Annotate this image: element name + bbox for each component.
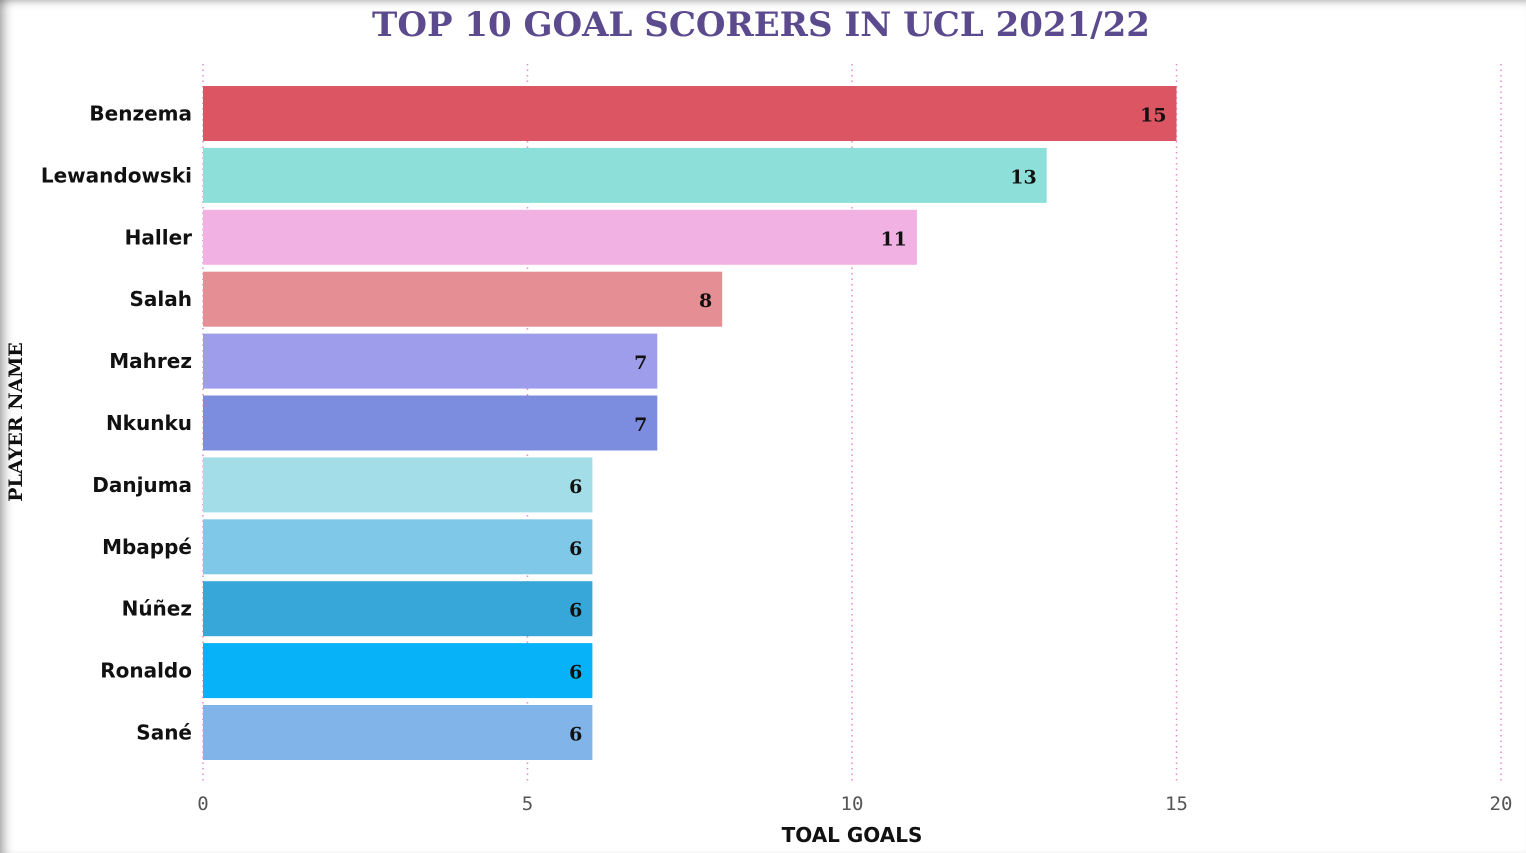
category-label: Lewandowski	[41, 163, 192, 187]
bar-lewandowski	[203, 147, 1047, 203]
category-label: Núñez	[122, 597, 192, 621]
value-labels: 15 13 11 8 7 7 6 6 6 6 6	[569, 105, 1166, 746]
bars-group	[203, 86, 1177, 760]
bar-mahrez	[203, 333, 658, 389]
value-label: 7	[634, 414, 647, 436]
value-label: 13	[1010, 166, 1036, 188]
bar-salah	[203, 271, 723, 327]
x-tick-label: 10	[841, 793, 864, 815]
x-tick-label: 15	[1165, 793, 1188, 815]
category-label: Haller	[125, 225, 193, 249]
category-label: Mahrez	[109, 349, 192, 373]
value-label: 15	[1140, 105, 1166, 127]
category-label: Danjuma	[92, 473, 192, 497]
value-label: 6	[569, 662, 582, 684]
value-label: 6	[569, 538, 582, 560]
bar-benzema	[203, 86, 1177, 141]
bar-mbappé	[203, 519, 593, 575]
category-label: Sané	[136, 721, 192, 745]
value-label: 6	[569, 724, 582, 746]
x-tick-label: 20	[1490, 793, 1513, 815]
bar-ronaldo	[203, 643, 593, 699]
y-axis-label: PLAYER NAME	[5, 342, 27, 502]
value-label: 11	[880, 228, 906, 250]
value-label: 8	[699, 290, 712, 312]
x-axis-label: TOAL GOALS	[782, 823, 923, 847]
value-label: 6	[569, 476, 582, 498]
category-label: Mbappé	[102, 535, 192, 559]
x-tick-label: 5	[522, 793, 533, 815]
bar-haller	[203, 209, 917, 265]
bar-danjuma	[203, 457, 593, 513]
category-label: Ronaldo	[100, 659, 192, 683]
category-label: Salah	[130, 287, 193, 311]
chart-title: TOP 10 GOAL SCORERS IN UCL 2021/22	[372, 5, 1150, 45]
bar-sané	[203, 705, 593, 760]
category-labels: Benzema Lewandowski Haller Salah Mahrez Nkunk…	[41, 102, 192, 745]
value-label: 6	[569, 600, 582, 622]
value-label: 7	[634, 352, 647, 374]
x-tick-labels: 0 5 10 15 20	[197, 793, 1512, 815]
category-label: Benzema	[89, 102, 192, 126]
bar-nkunku	[203, 395, 658, 451]
x-tick-label: 0	[197, 793, 208, 815]
category-label: Nkunku	[106, 411, 192, 435]
bar-núñez	[203, 581, 593, 637]
